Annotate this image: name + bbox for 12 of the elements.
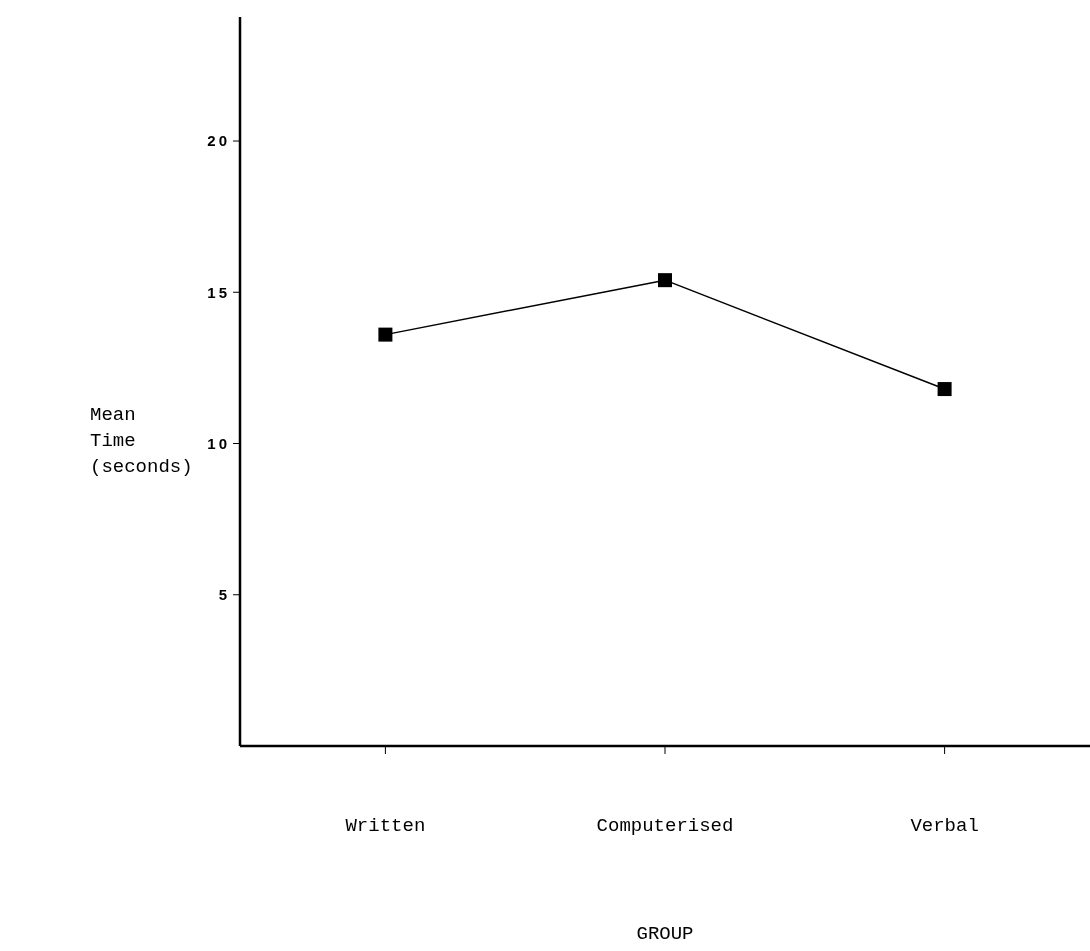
y-tick-label: 5	[218, 586, 230, 604]
x-tick-label: Written	[345, 815, 426, 837]
y-axis-title: Mean Time (seconds)	[90, 404, 193, 478]
x-tick-label: Computerised	[596, 815, 734, 837]
y-tick-label: 20	[207, 132, 230, 150]
point	[378, 327, 393, 342]
point	[658, 273, 672, 288]
y-tick-label: 15	[207, 283, 230, 301]
point	[937, 382, 952, 397]
x-tick-label: Verbal	[910, 815, 979, 837]
x-axis-title: GROUP	[636, 923, 694, 945]
y-tick-label: 10	[207, 434, 230, 452]
